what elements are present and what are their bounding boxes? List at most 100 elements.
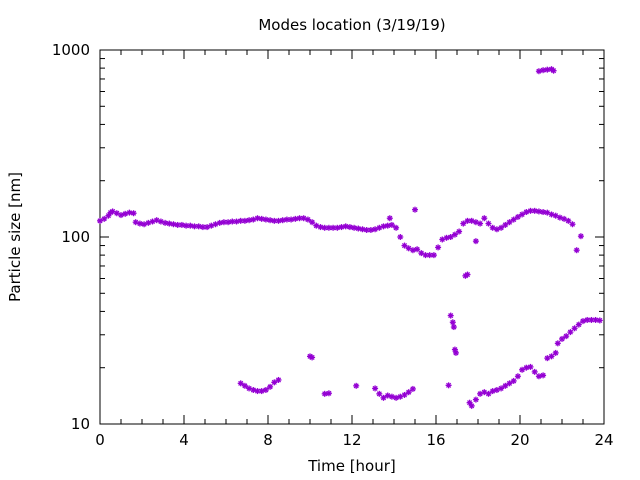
data-point: [292, 215, 299, 222]
data-point: [330, 224, 337, 231]
data-point: [506, 380, 513, 387]
data-point: [178, 221, 185, 228]
data-point: [567, 329, 574, 336]
data-point: [449, 319, 456, 326]
data-point: [241, 382, 248, 389]
data-point: [559, 335, 565, 342]
data-point: [452, 349, 459, 356]
data-point: [170, 221, 177, 228]
y-tick-label: 1000: [52, 41, 90, 59]
data-point: [241, 217, 248, 224]
data-point: [573, 247, 580, 254]
data-point: [531, 368, 538, 375]
y-tick-label: 100: [61, 228, 90, 246]
data-point: [506, 219, 513, 226]
data-point: [565, 217, 572, 224]
data-point: [246, 217, 253, 224]
x-tick-label: 24: [594, 431, 613, 449]
data-point: [130, 210, 137, 217]
data-point: [577, 233, 584, 240]
data-point: [338, 224, 345, 231]
data-point: [384, 222, 391, 229]
data-point: [353, 382, 360, 389]
data-point: [447, 234, 454, 240]
data-point: [397, 234, 404, 240]
data-point: [258, 215, 265, 222]
data-point: [342, 223, 349, 230]
x-tick-label: 12: [342, 431, 361, 449]
data-point: [212, 221, 219, 228]
data-point: [412, 206, 418, 213]
data-point: [105, 212, 112, 219]
data-point: [288, 216, 295, 223]
data-point: [401, 391, 408, 398]
data-point: [466, 399, 473, 406]
data-point: [514, 373, 521, 380]
data-point: [514, 213, 521, 220]
data-point: [101, 215, 108, 222]
data-point: [405, 389, 412, 396]
data-point: [552, 349, 559, 356]
data-point: [554, 340, 561, 347]
data-point: [359, 226, 366, 233]
data-point: [498, 224, 505, 231]
data-point: [414, 246, 421, 253]
chart-title: Modes location (3/19/19): [258, 16, 445, 34]
x-tick-label: 4: [179, 431, 189, 449]
data-points: [97, 66, 603, 409]
data-point: [376, 390, 383, 397]
data-point: [162, 219, 169, 226]
data-point: [527, 363, 534, 370]
data-point: [233, 218, 240, 225]
data-point: [472, 396, 479, 403]
data-point: [271, 379, 278, 386]
data-point: [386, 215, 393, 222]
data-point: [393, 224, 400, 231]
data-point: [304, 216, 311, 223]
data-point: [334, 224, 341, 231]
data-point: [380, 223, 387, 230]
data-point: [267, 383, 274, 390]
data-point: [317, 224, 324, 231]
data-point: [225, 219, 232, 226]
data-point: [535, 68, 542, 75]
data-point: [519, 366, 526, 373]
data-point: [550, 67, 557, 74]
y-tick-labels: 10 100 1000: [52, 41, 90, 433]
data-point: [477, 220, 484, 227]
data-point: [580, 318, 586, 325]
y-axis-label: Particle size [nm]: [6, 172, 24, 302]
data-point: [380, 394, 387, 401]
data-point: [166, 220, 173, 227]
data-point: [569, 221, 576, 228]
data-point: [351, 224, 358, 231]
data-point: [460, 220, 467, 227]
x-tick-labels: 0 4 8 12 16 20 24: [95, 431, 613, 449]
data-point: [540, 209, 547, 216]
data-point: [435, 244, 442, 251]
data-point: [485, 390, 492, 397]
data-point: [275, 376, 282, 383]
data-point: [393, 394, 400, 401]
data-point: [540, 67, 547, 74]
data-point: [409, 385, 416, 392]
x-tick-label: 8: [263, 431, 273, 449]
data-point: [195, 223, 202, 230]
data-point: [481, 215, 488, 222]
data-point: [187, 222, 194, 229]
data-point: [346, 224, 353, 231]
data-point: [309, 354, 316, 361]
data-point: [401, 242, 408, 249]
data-point: [267, 217, 274, 224]
data-point: [485, 220, 492, 227]
data-point: [464, 271, 471, 278]
data-point: [456, 228, 463, 235]
data-point: [426, 252, 433, 259]
data-point: [596, 317, 603, 324]
data-point: [451, 231, 458, 238]
data-point: [575, 321, 582, 328]
data-point: [388, 221, 395, 228]
data-point: [430, 252, 437, 259]
data-point: [544, 66, 551, 73]
data-point: [279, 217, 286, 224]
